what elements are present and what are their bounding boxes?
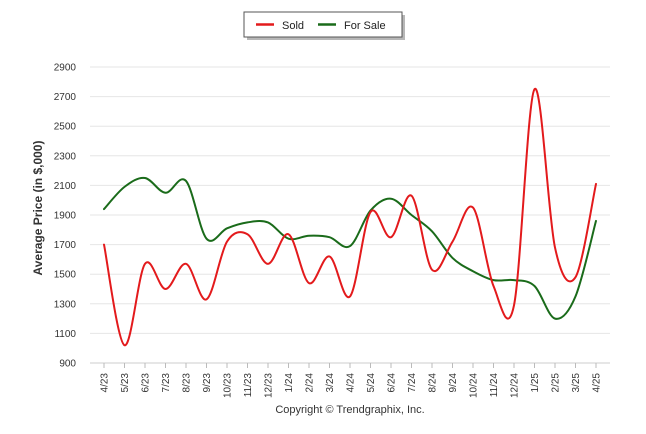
x-tick-label: 9/24 — [448, 373, 459, 393]
x-tick-label: 12/24 — [510, 373, 521, 398]
y-tick-label: 1700 — [54, 240, 77, 251]
x-tick-label: 6/23 — [141, 373, 152, 393]
y-tick-label: 2300 — [54, 151, 77, 162]
y-tick-label: 2700 — [54, 92, 77, 103]
legend: Sold For Sale — [243, 11, 405, 40]
y-axis-ticks: 900 1100 1300 1500 1700 1900 2100 2300 2500 2700 2… — [54, 63, 77, 370]
series-lines — [103, 88, 597, 347]
legend-for-sale-label: For Sale — [344, 20, 386, 32]
y-tick-label: 1100 — [54, 329, 76, 340]
x-tick-label: 1/24 — [284, 373, 295, 393]
x-tick-label: 6/24 — [387, 373, 398, 393]
y-tick-label: 2500 — [54, 122, 77, 133]
x-tick-label: 2/24 — [305, 373, 316, 393]
legend-sold-label: Sold — [282, 20, 304, 32]
x-tick-label: 9/23 — [202, 373, 213, 393]
x-tick-label: 3/24 — [325, 373, 336, 393]
x-tick-label: 2/25 — [551, 373, 562, 393]
x-tick-label: 10/24 — [469, 373, 480, 398]
x-axis-ticks: 4/23 5/23 6/23 7/23 8/23 9/23 10/23 11/23 12/23 1… — [100, 373, 603, 398]
x-tick-label: 8/24 — [428, 373, 439, 393]
x-tick-label: 5/24 — [366, 373, 377, 393]
x-tick-label: 5/23 — [120, 373, 131, 393]
x-tick-label: 11/23 — [243, 373, 254, 398]
y-tick-label: 2100 — [54, 181, 77, 192]
y-tick-label: 1900 — [54, 211, 77, 222]
y-tick-label: 2900 — [54, 63, 77, 74]
x-tick-label: 4/23 — [100, 373, 111, 393]
x-tick-label: 12/23 — [264, 373, 275, 398]
y-axis-label: Average Price (in $,000) — [31, 141, 45, 276]
x-tick-label: 4/24 — [346, 373, 357, 393]
x-tick-label: 3/25 — [571, 373, 582, 393]
for-sale-series-line — [103, 176, 597, 320]
grid — [90, 66, 610, 368]
x-tick-label: 1/25 — [530, 373, 541, 393]
x-tick-label: 7/23 — [161, 373, 172, 393]
y-tick-label: 1500 — [54, 270, 77, 281]
x-tick-label: 10/23 — [223, 373, 234, 398]
x-tick-label: 8/23 — [182, 373, 193, 393]
x-tick-label: 7/24 — [407, 373, 418, 393]
x-tick-label: 11/24 — [489, 373, 500, 398]
x-tick-label: 4/25 — [592, 373, 603, 393]
y-tick-label: 1300 — [54, 299, 77, 310]
y-tick-label: 900 — [59, 359, 76, 370]
sold-series-line — [103, 88, 597, 347]
copyright-text: Copyright © Trendgraphix, Inc. — [275, 404, 424, 416]
